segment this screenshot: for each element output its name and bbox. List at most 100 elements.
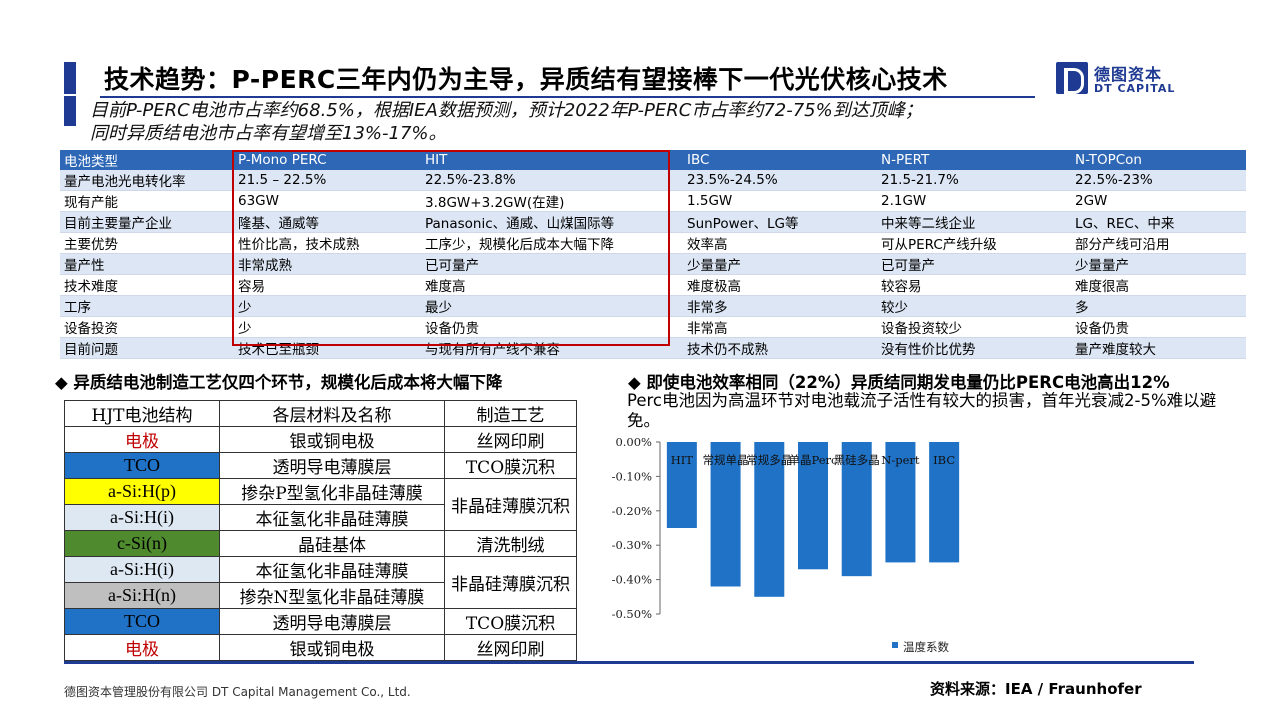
table-cell: 2.1GW [877, 190, 1071, 212]
row-label-cell: 主要优势 [60, 232, 234, 254]
table-cell: 多 [1071, 295, 1246, 317]
x-category-label: HIT [671, 453, 694, 467]
hjt-process-cell: 非晶硅薄膜沉积 [444, 556, 577, 609]
table-cell: 性价比高，技术成熟 [234, 232, 421, 254]
table-cell: 21.5 – 22.5% [234, 170, 421, 191]
table-cell: 难度很高 [1071, 274, 1246, 296]
highlight-frame [232, 150, 670, 346]
table-cell: 较少 [877, 295, 1071, 317]
hjt-row: a-Si:H(i) 本征氢化非晶硅薄膜 [64, 504, 577, 531]
table-cell: 少量量产 [1071, 253, 1246, 275]
bar [666, 442, 697, 528]
hjt-process-cell: 丝网印刷 [444, 426, 577, 453]
table-cell: 少量量产 [683, 253, 877, 275]
table-cell: LG、REC、中来 [1071, 211, 1246, 233]
y-tick-label: -0.30% [612, 538, 652, 552]
table-cell: 非常多 [683, 295, 877, 317]
table-cell: 2GW [1071, 190, 1246, 212]
hjt-layer-cell: c-Si(n) [64, 530, 220, 557]
logo-cn-text: 德图资本 [1094, 65, 1163, 84]
efficiency-note: Perc电池因为高温环节对电池载流子活性有较大的损害，首年光衰减2-5%难以避免… [627, 391, 1217, 430]
hjt-structure-table: HJT电池结构 各层材料及名称 制造工艺 电极 银或铜电极 丝网印刷 TCO 透明导电薄膜层 T… [64, 400, 577, 661]
bar [710, 442, 741, 587]
hjt-header-cell: HJT电池结构 [64, 400, 220, 427]
table-header-cell: 电池类型 [60, 150, 234, 170]
table-cell: 没有性价比优势 [877, 337, 1071, 359]
hjt-process-cell: TCO膜沉积 [444, 452, 577, 479]
table-cell: 中来等二线企业 [877, 211, 1071, 233]
table-header-cell: P-Mono PERC [234, 150, 421, 170]
table-row: 工序少最少 非常多 较少多 [60, 295, 1246, 317]
table-cell: 隆基、通威等 [234, 211, 421, 233]
row-label-cell: 现有产能 [60, 190, 234, 212]
table-cell: 技术仍不成熟 [683, 337, 877, 359]
efficiency-section-heading: ◆ 即使电池效率相同（22%）异质结同期发电量仍比PERC电池高出12% [628, 373, 1170, 392]
table-row: 设备投资少设备仍贵 非常高 设备投资较少 设备仍贵 [60, 316, 1246, 338]
hjt-header-cell: 各层材料及名称 [219, 400, 445, 427]
table-cell: 22.5%-23.8% [421, 170, 683, 191]
row-label-cell: 目前主要量产企业 [60, 211, 234, 233]
company-logo: 德图资本 DT CAPITAL [1056, 62, 1190, 96]
table-cell: 难度高 [421, 274, 683, 296]
temperature-coefficient-chart: 0.00% -0.10% -0.20% -0.30% -0.40% -0.50% HIT 常规… [612, 435, 960, 654]
row-label-cell: 设备投资 [60, 316, 234, 338]
x-category-label: 常规单晶 [703, 453, 749, 467]
table-row: 主要优势 性价比高，技术成熟 工序少，规模化后成本大幅下降 效率高 可从PERC产线升级… [60, 232, 1246, 254]
footer-source: 资料来源：IEA / Fraunhofer [930, 680, 1142, 698]
y-tick-label: 0.00% [615, 435, 652, 449]
table-cell: 已可量产 [421, 253, 683, 275]
table-cell: 工序少，规模化后成本大幅下降 [421, 232, 683, 254]
table-cell: 非常成熟 [234, 253, 421, 275]
table-cell: 23.5%-24.5% [683, 170, 877, 191]
hjt-material-cell: 透明导电薄膜层 [219, 452, 445, 479]
row-label-cell: 技术难度 [60, 274, 234, 296]
hjt-row: 电极 银或铜电极 丝网印刷 [64, 634, 577, 661]
table-row: 目前主要量产企业 隆基、通威等 Panasonic、通威、山煤国际等 SunPower… [60, 211, 1246, 233]
table-cell: 效率高 [683, 232, 877, 254]
table-cell: 设备仍贵 [421, 316, 683, 338]
legend-label: 温度系数 [903, 640, 949, 654]
hjt-row: a-Si:H(n) 掺杂N型氢化非晶硅薄膜 [64, 582, 577, 609]
hjt-row: TCO 透明导电薄膜层 TCO膜沉积 [64, 608, 577, 635]
table-header-row: 电池类型 P-Mono PERC HIT IBC N-PERT N-TOPCon [60, 150, 1246, 170]
y-tick-label: -0.10% [612, 469, 652, 483]
hjt-material-cell: 银或铜电极 [219, 426, 445, 453]
x-category-label: 单晶Perc [789, 453, 838, 467]
row-label-cell: 目前问题 [60, 337, 234, 359]
table-cell: 较容易 [877, 274, 1071, 296]
hjt-process-cell: 清洗制绒 [444, 530, 577, 557]
hjt-layer-cell: a-Si:H(i) [64, 556, 220, 583]
hjt-layer-cell: 电极 [64, 634, 220, 661]
table-cell: 最少 [421, 295, 683, 317]
hjt-material-cell: 银或铜电极 [219, 634, 445, 661]
row-label-cell: 工序 [60, 295, 234, 317]
subtitle-line-2: 同时异质结电池市占率有望增至13%-17%。 [90, 123, 447, 144]
bar [754, 442, 785, 597]
x-category-label: 常规多晶 [746, 453, 792, 467]
x-category-label: IBC [933, 453, 955, 467]
table-cell: 难度极高 [683, 274, 877, 296]
table-cell: SunPower、LG等 [683, 211, 877, 233]
hjt-layer-cell: a-Si:H(n) [64, 582, 220, 609]
hjt-row: a-Si:H(i) 本征氢化非晶硅薄膜 非晶硅薄膜沉积 [64, 556, 577, 609]
y-tick-label: -0.40% [612, 573, 652, 587]
table-cell: 63GW [234, 190, 421, 212]
footer-divider [64, 661, 1194, 664]
table-cell: 22.5%-23% [1071, 170, 1246, 191]
table-header-cell: IBC [683, 150, 877, 170]
bar [885, 442, 916, 563]
table-header-cell: N-TOPCon [1071, 150, 1246, 170]
table-cell: 少 [234, 295, 421, 317]
table-cell: 设备投资较少 [877, 316, 1071, 338]
y-tick-label: -0.50% [612, 607, 652, 621]
table-row: 技术难度 容易 难度高 难度极高 较容易 难度很高 [60, 274, 1246, 296]
table-cell: 设备仍贵 [1071, 316, 1246, 338]
footer-company: 德图资本管理股份有限公司 DT Capital Management Co., … [64, 685, 411, 699]
table-header-cell: N-PERT [877, 150, 1071, 170]
x-category-label: 黑硅多晶 [834, 453, 880, 467]
hjt-header-row: HJT电池结构 各层材料及名称 制造工艺 [64, 400, 577, 427]
hjt-process-cell: 非晶硅薄膜沉积 [444, 478, 577, 531]
y-tick-label: -0.20% [612, 504, 652, 518]
hjt-material-cell: 掺杂N型氢化非晶硅薄膜 [219, 582, 445, 609]
logo-d-icon [1056, 62, 1088, 94]
